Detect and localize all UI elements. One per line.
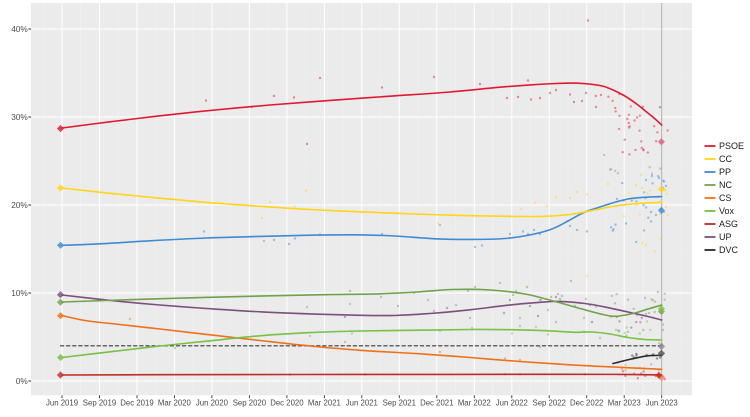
svg-text:0%: 0%: [16, 376, 29, 386]
svg-text:Sep 2020: Sep 2020: [233, 399, 267, 408]
svg-text:Dec 2019: Dec 2019: [120, 399, 153, 408]
svg-text:Vox: Vox: [719, 206, 735, 216]
svg-text:UP: UP: [719, 232, 732, 242]
svg-text:DVC: DVC: [719, 245, 739, 255]
svg-text:20%: 20%: [11, 200, 28, 210]
svg-text:40%: 40%: [11, 24, 28, 34]
svg-text:CC: CC: [719, 154, 732, 164]
svg-text:Mar 2021: Mar 2021: [308, 399, 341, 408]
svg-text:Dec 2021: Dec 2021: [420, 399, 453, 408]
svg-text:30%: 30%: [11, 112, 28, 122]
svg-text:Jun 2021: Jun 2021: [346, 399, 378, 408]
svg-text:Sep 2021: Sep 2021: [383, 399, 416, 408]
svg-text:Mar 2020: Mar 2020: [158, 399, 192, 408]
svg-text:Sep 2022: Sep 2022: [533, 399, 566, 408]
svg-text:NC: NC: [719, 180, 732, 190]
svg-text:Dec 2020: Dec 2020: [270, 399, 304, 408]
svg-text:PSOE: PSOE: [719, 141, 744, 151]
svg-text:Sep 2019: Sep 2019: [83, 399, 116, 408]
svg-text:10%: 10%: [11, 288, 28, 298]
svg-text:Jun 2022: Jun 2022: [496, 399, 528, 408]
svg-text:Mar 2022: Mar 2022: [458, 399, 491, 408]
svg-text:Mar 2023: Mar 2023: [608, 399, 641, 408]
svg-text:CS: CS: [719, 193, 732, 203]
svg-text:ASG: ASG: [719, 219, 738, 229]
svg-text:Jun 2020: Jun 2020: [196, 399, 229, 408]
svg-text:Jun 2023: Jun 2023: [646, 399, 678, 408]
svg-text:Jun 2019: Jun 2019: [46, 399, 78, 408]
svg-text:Dec 2022: Dec 2022: [570, 399, 603, 408]
svg-text:PP: PP: [719, 167, 731, 177]
